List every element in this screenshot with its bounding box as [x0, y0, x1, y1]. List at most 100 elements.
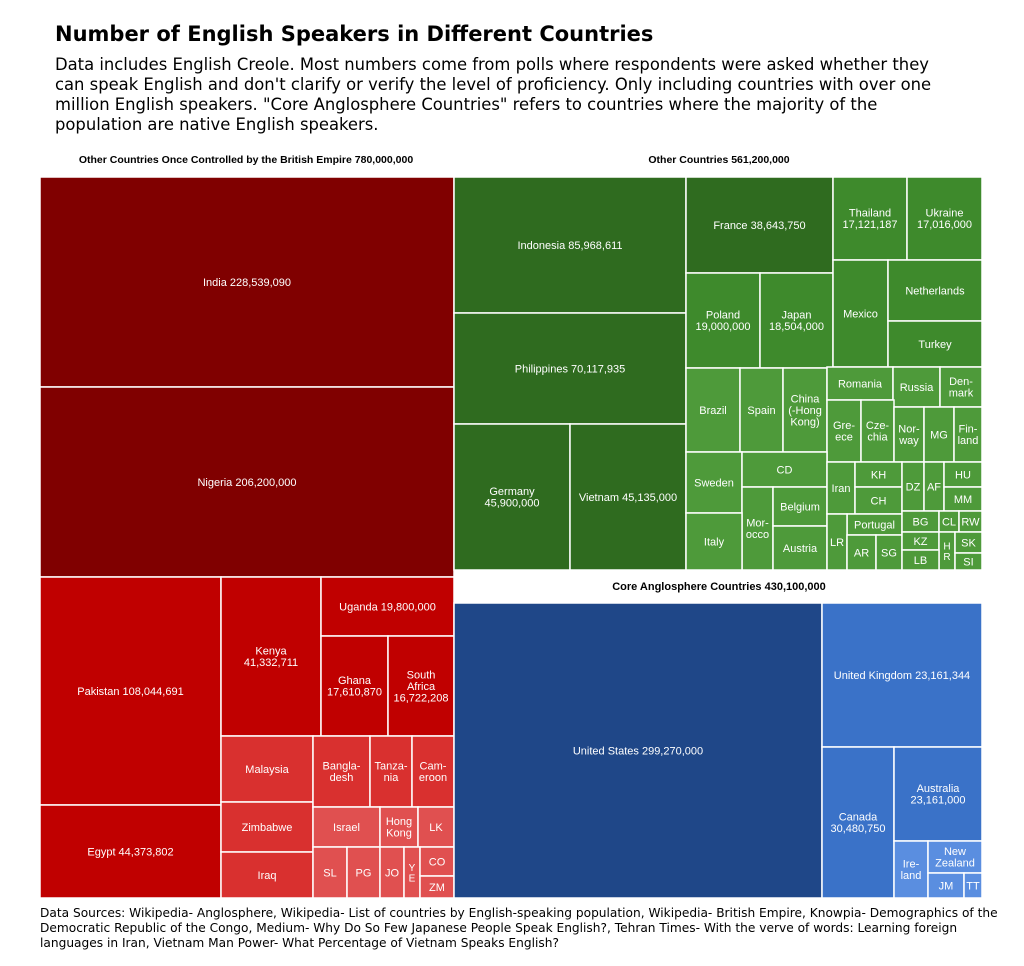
treemap-cell: [741, 451, 828, 488]
cell-label: Portugal: [854, 519, 895, 531]
cell-label: Austria: [783, 543, 818, 555]
cell-label: Pakistan 108,044,691: [77, 686, 183, 698]
treemap-cell: [453, 423, 571, 571]
treemap-cell: [923, 406, 955, 463]
chart-subtitle: Data includes English Creole. Most numbe…: [55, 55, 932, 134]
cell-label: KH: [871, 469, 886, 481]
treemap-cell: [860, 399, 895, 463]
cell-label: Mexico: [843, 308, 878, 320]
cell-label: BG: [913, 516, 929, 528]
treemap-cell: [685, 176, 834, 274]
cell-label: HU: [955, 469, 971, 481]
treemap-cell: [39, 804, 222, 899]
cell-label: LR: [830, 537, 844, 549]
treemap-cell: [411, 735, 455, 808]
treemap-cell: [892, 366, 941, 408]
treemap-cell: [320, 635, 389, 737]
cell-label: South Africa 16,722,208: [393, 669, 448, 704]
cell-label: Canada 30,480,750: [830, 812, 885, 836]
cell-label: Vietnam 45,135,000: [579, 492, 677, 504]
treemap-cell: [685, 512, 743, 571]
cell-label: CH: [871, 495, 887, 507]
treemap-cell: [893, 840, 929, 899]
treemap-chart: Other Countries Once Controlled by the B…: [39, 154, 983, 899]
cell-label: Poland 19,000,000: [695, 310, 750, 334]
cell-label: Brazil: [699, 405, 727, 417]
cell-label: Fin-land: [958, 424, 979, 448]
treemap-cell: [943, 486, 983, 512]
cell-label: SI: [963, 556, 973, 568]
cell-label: India 228,539,090: [203, 277, 291, 289]
cell-label: AF: [927, 481, 941, 493]
cell-label: SL: [323, 867, 336, 879]
treemap-cell: [821, 746, 895, 899]
cell-label: Gre-ece: [833, 420, 855, 444]
cell-label: Australia 23,161,000: [910, 783, 965, 807]
cell-label: LK: [429, 822, 443, 834]
cell-label: Bangla-desh: [323, 761, 361, 785]
chart-title: Number of English Speakers in Different …: [55, 22, 654, 46]
treemap-cell: [379, 846, 405, 899]
cell-label: Netherlands: [905, 285, 965, 297]
cell-label: SK: [961, 537, 976, 549]
treemap-cell: [826, 461, 856, 515]
treemap-cell: [782, 367, 828, 453]
cell-label: JM: [939, 880, 954, 892]
cell-label: Egypt 44,373,802: [87, 846, 173, 858]
cell-label: CD: [777, 464, 793, 476]
treemap-cell: [685, 272, 761, 369]
cell-label: JO: [385, 867, 400, 879]
cell-label: KZ: [913, 536, 927, 548]
cell-label: Russia: [900, 382, 935, 394]
cell-label: Germany 45,900,000: [484, 486, 539, 510]
group-label: Other Countries 561,200,000: [648, 154, 789, 166]
cell-label: Turkey: [918, 339, 952, 351]
treemap-cell: [387, 635, 455, 737]
treemap-cell: [901, 549, 940, 571]
cell-label: Philippines 70,117,935: [515, 363, 626, 375]
cell-label: SG: [881, 547, 897, 559]
cell-label: United States 299,270,000: [573, 745, 703, 757]
treemap-group: Core Anglosphere Countries 430,100,000 Un…: [453, 581, 983, 899]
treemap-cell: [312, 806, 381, 848]
treemap-cell: [685, 451, 743, 514]
cell-label: CL: [942, 516, 956, 528]
treemap-cell: [939, 366, 983, 408]
cell-label: Japan 18,504,000: [769, 310, 824, 334]
cell-label: Den-mark: [949, 376, 974, 400]
cell-label: Tanza-nia: [374, 761, 407, 785]
cell-label: AR: [854, 547, 869, 559]
cell-label: Nigeria 206,200,000: [197, 477, 296, 489]
cell-label: RW: [961, 516, 980, 528]
cell-label: PG: [356, 867, 372, 879]
cell-label: Belgium: [780, 501, 820, 513]
cell-label: Cam-eroon: [419, 761, 447, 785]
cell-label: TT: [966, 880, 980, 892]
cell-label: Spain: [747, 405, 775, 417]
cell-label: ZM: [429, 882, 445, 894]
cell-label: Kenya 41,332,711: [244, 646, 298, 670]
treemap-cell: [453, 312, 687, 425]
treemap-cell: [759, 272, 834, 369]
cell-label: Malaysia: [245, 764, 289, 776]
treemap-cell: [685, 367, 741, 453]
cell-label: Iraq: [258, 870, 277, 882]
treemap-cell: [954, 552, 983, 571]
treemap-cell: [826, 399, 862, 463]
cell-label: Thailand 17,121,187: [842, 208, 897, 232]
cell-label: France 38,643,750: [713, 220, 805, 232]
treemap-cell: [312, 846, 348, 899]
treemap-cell: [943, 461, 983, 488]
cell-label: Hong Kong: [386, 816, 412, 840]
treemap-cell: [887, 320, 983, 368]
cell-label: Iran: [832, 483, 851, 495]
treemap-cell: [953, 406, 983, 463]
treemap-cell: [906, 176, 983, 261]
treemap-cell: [875, 534, 903, 571]
treemap-cell: [893, 746, 983, 842]
cell-label: United Kingdom 23,161,344: [834, 670, 970, 682]
cell-label: Italy: [704, 536, 725, 548]
treemap-cell: [963, 872, 983, 899]
cell-label: Sweden: [694, 477, 734, 489]
